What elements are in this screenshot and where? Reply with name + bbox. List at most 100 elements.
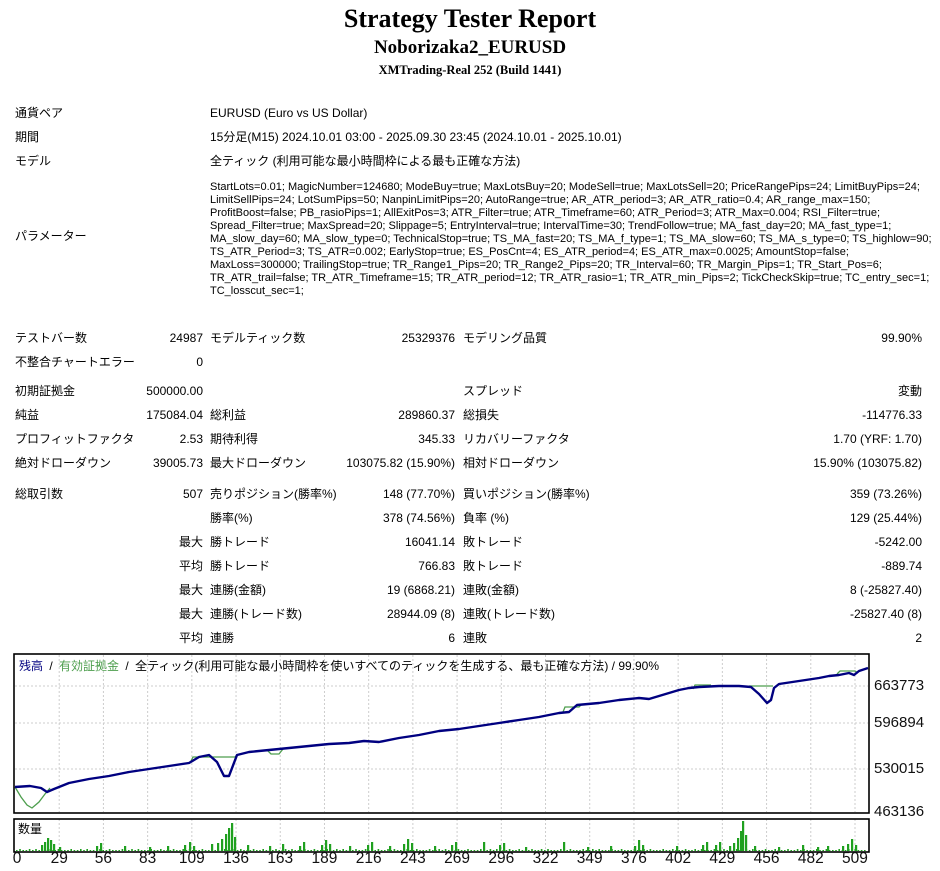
stat-value: 6 xyxy=(448,631,455,645)
y-axis-label: 663773 xyxy=(874,677,925,694)
x-axis-label: 429 xyxy=(709,850,736,867)
stat-value xyxy=(210,381,455,401)
stat-value: -114776.33 xyxy=(862,408,922,422)
y-axis-label: 463136 xyxy=(874,803,925,820)
stat-label: 連敗(金額) xyxy=(463,583,519,597)
stat-label: 初期証拠金 xyxy=(15,384,76,398)
stat-label: 連勝 xyxy=(210,631,235,645)
stat-value: 766.83 xyxy=(418,559,455,573)
stat-value: 0 xyxy=(196,355,203,369)
stat-label: 連勝(トレード数) xyxy=(210,607,302,621)
stat-value: 2 xyxy=(915,631,922,645)
stat-label: 連勝(金額) xyxy=(210,583,266,597)
stat-value: 1.70 (YRF: 1.70) xyxy=(833,432,922,446)
stats-row: 平均 連勝 6 連敗 2 xyxy=(0,628,940,648)
x-axis-label: 216 xyxy=(355,850,382,867)
legend-separator: / xyxy=(49,659,53,673)
stat-label: 勝トレード xyxy=(210,535,271,549)
x-axis-label: 189 xyxy=(311,850,338,867)
legend-model-text: 全ティック(利用可能な最小時間枠を使いすべてのティックを生成する、最も正確な方法… xyxy=(135,659,660,673)
stat-value: 175084.04 xyxy=(146,408,203,422)
report-title: Strategy Tester Report xyxy=(343,4,597,33)
stat-value: 19 (6868.21) xyxy=(386,583,455,597)
stat-value: 378 (74.56%) xyxy=(382,511,455,525)
x-axis-label: 29 xyxy=(50,850,68,867)
volume-chart-title: 数量 xyxy=(18,822,43,836)
stats-row: プロフィットファクタ 2.53 期待利得 345.33 リカバリーファクタ 1.70 (Y… xyxy=(0,429,940,449)
stat-value: 39005.73 xyxy=(152,456,203,470)
stat-value: 289860.37 xyxy=(398,408,455,422)
stats-row: 平均 勝トレード 766.83 敗トレード -889.74 xyxy=(0,556,940,576)
y-axis-label: 530015 xyxy=(874,760,925,777)
stat-label: 敗トレード xyxy=(463,535,524,549)
stat-value: 15.90% (103075.82) xyxy=(813,456,922,470)
stat-label: 売りポジション(勝率%) xyxy=(210,487,337,501)
x-axis-label: 163 xyxy=(267,850,294,867)
stats-row: 最大 勝トレード 16041.14 敗トレード -5242.00 xyxy=(0,532,940,552)
stat-value: 507 xyxy=(182,487,203,501)
stat-value: 28944.09 (8) xyxy=(386,607,455,621)
stat-value: 2.53 xyxy=(179,432,203,446)
stat-value: -5242.00 xyxy=(874,535,922,549)
stats-row: 総取引数 507 売りポジション(勝率%) 148 (77.70%) 買いポジション(勝… xyxy=(0,484,940,504)
legend-separator: / xyxy=(125,659,129,673)
stat-label: 勝率(%) xyxy=(210,511,253,525)
stat-value: 最大 xyxy=(178,535,203,549)
currency-pair-value: EURUSD (Euro vs US Dollar) xyxy=(210,106,368,120)
row-period: 期間 15分足(M15) 2024.10.01 03:00 - 2025.09.… xyxy=(0,127,940,147)
x-axis-label: 376 xyxy=(621,850,647,867)
stat-value: -889.74 xyxy=(881,559,922,573)
stat-value: 平均 xyxy=(178,559,203,573)
legend-balance: 残高 xyxy=(19,659,44,673)
x-axis-label: 322 xyxy=(532,850,559,867)
stat-label: テストバー数 xyxy=(15,331,88,345)
x-axis-label: 456 xyxy=(753,850,780,867)
x-axis-label: 243 xyxy=(399,850,426,867)
stat-value: 最大 xyxy=(178,607,203,621)
stat-value: 148 (77.70%) xyxy=(382,487,455,501)
stat-label: 相対ドローダウン xyxy=(463,456,560,470)
x-axis-label: 349 xyxy=(576,850,603,867)
stats-row: 勝率(%) 378 (74.56%) 負率 (%) 129 (25.44%) xyxy=(0,508,940,528)
stats-row: 最大 連勝(金額) 19 (6868.21) 連敗(金額) 8 (-25827.40) xyxy=(0,580,940,600)
stat-label: 負率 (%) xyxy=(463,511,509,525)
stat-value: 8 (-25827.40) xyxy=(849,583,922,597)
stat-value: 129 (25.44%) xyxy=(849,511,922,525)
report-subtitle: Noborizaka2_EURUSD xyxy=(373,37,567,58)
stat-label: 総利益 xyxy=(210,408,247,422)
stats-row: 絶対ドローダウン 39005.73 最大ドローダウン 103075.82 (15.90… xyxy=(0,453,940,473)
x-axis-label: 136 xyxy=(223,850,249,867)
stats-row: 純益 175084.04 総利益 289860.37 総損失 -114776.33 xyxy=(0,405,940,425)
stat-label: リカバリーファクタ xyxy=(463,432,570,446)
row-currency-pair: 通貨ペア EURUSD (Euro vs US Dollar) xyxy=(0,103,940,123)
stat-label: 絶対ドローダウン xyxy=(15,456,112,470)
balance-equity-chart xyxy=(13,653,870,814)
stat-label: 期待利得 xyxy=(210,432,259,446)
period-value: 15分足(M15) 2024.10.01 03:00 - 2025.09.30 … xyxy=(210,130,622,144)
stat-value: 359 (73.26%) xyxy=(849,487,922,501)
stat-value: 25329376 xyxy=(401,331,455,345)
stat-label: プロフィットファクタ xyxy=(15,432,135,446)
x-axis-label: 296 xyxy=(488,850,515,867)
stat-label: 最大ドローダウン xyxy=(210,456,307,470)
stat-value: 500000.00 xyxy=(146,384,203,398)
parameters-label: パラメーター xyxy=(15,229,87,243)
stat-value: 変動 xyxy=(897,384,922,398)
model-value: 全ティック (利用可能な最小時間枠による最も正確な方法) xyxy=(210,154,521,168)
x-axis-label: 269 xyxy=(444,850,471,867)
stats-row: テストバー数 24987 モデルティック数 25329376 モデリング品質 99.90% xyxy=(0,328,940,348)
stat-value xyxy=(463,352,922,372)
stat-label: 連敗 xyxy=(463,631,488,645)
stat-label: 買いポジション(勝率%) xyxy=(463,487,590,501)
x-axis-label: 83 xyxy=(139,850,157,867)
x-axis-label: 509 xyxy=(842,850,868,867)
row-model: モデル 全ティック (利用可能な最小時間枠による最も正確な方法) xyxy=(0,151,940,171)
y-axis-label: 596894 xyxy=(874,714,925,731)
stat-label: モデリング品質 xyxy=(463,331,548,345)
volume-chart xyxy=(13,818,870,853)
x-axis-label: 402 xyxy=(665,850,692,867)
chart-legend: 残高 / 有効証拠金 / 全ティック(利用可能な最小時間枠を使いすべてのティック… xyxy=(19,657,662,674)
stat-value xyxy=(210,352,455,372)
stat-value: 99.90% xyxy=(881,331,922,345)
stat-value: 16041.14 xyxy=(404,535,455,549)
